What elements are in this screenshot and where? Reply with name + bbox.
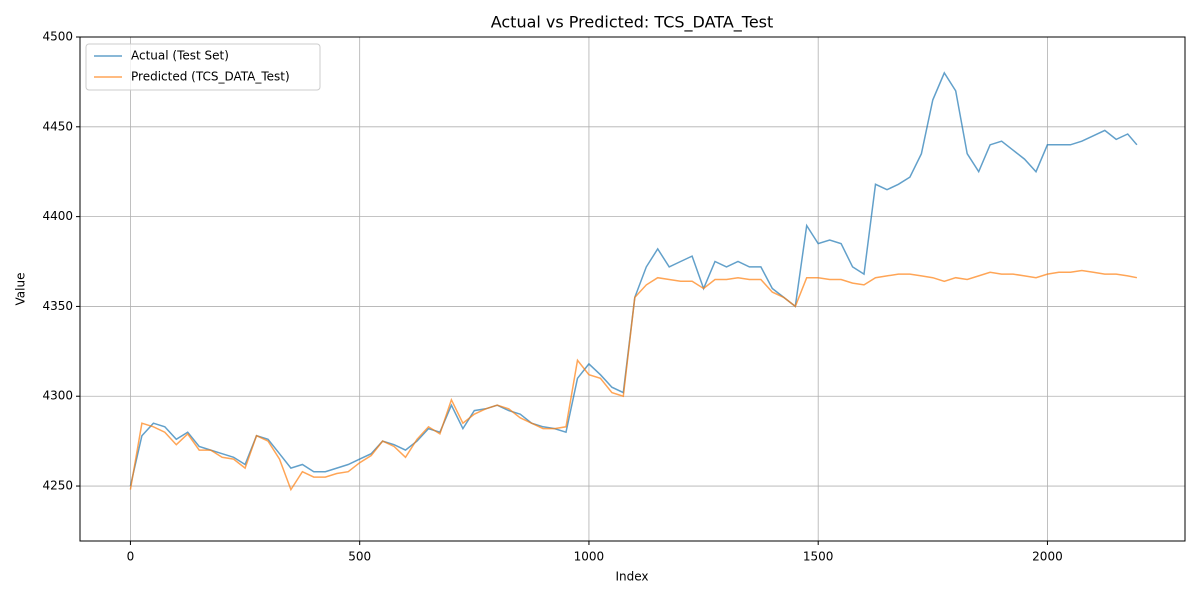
- y-tick-label: 4450: [42, 119, 73, 133]
- y-tick-label: 4400: [42, 209, 73, 223]
- legend-label: Predicted (TCS_DATA_Test): [131, 70, 290, 84]
- data-line: [129, 269, 1138, 492]
- x-tick-label: 0: [127, 550, 135, 564]
- y-axis-label: Value: [14, 273, 28, 306]
- x-tick-label: 1500: [803, 550, 834, 564]
- legend-box: [85, 43, 321, 91]
- x-tick-label: 2000: [1032, 550, 1063, 564]
- legend: Actual (Test Set) Predicted (TCS_DATA_Tes…: [85, 43, 321, 91]
- chart-title: Actual vs Predicted: TCS_DATA_Test: [491, 13, 774, 33]
- y-tick-label: 4500: [42, 30, 73, 44]
- data-line: [129, 71, 1138, 487]
- x-tick-label: 1000: [574, 550, 605, 564]
- y-tick-label: 4250: [42, 479, 73, 493]
- x-axis-label: Index: [615, 570, 648, 584]
- x-tick-label: 500: [348, 550, 371, 564]
- plot-frame: [79, 36, 1186, 542]
- legend-label: Actual (Test Set): [131, 49, 229, 63]
- y-tick-label: 4300: [42, 389, 73, 403]
- y-tick-label: 4350: [42, 299, 73, 313]
